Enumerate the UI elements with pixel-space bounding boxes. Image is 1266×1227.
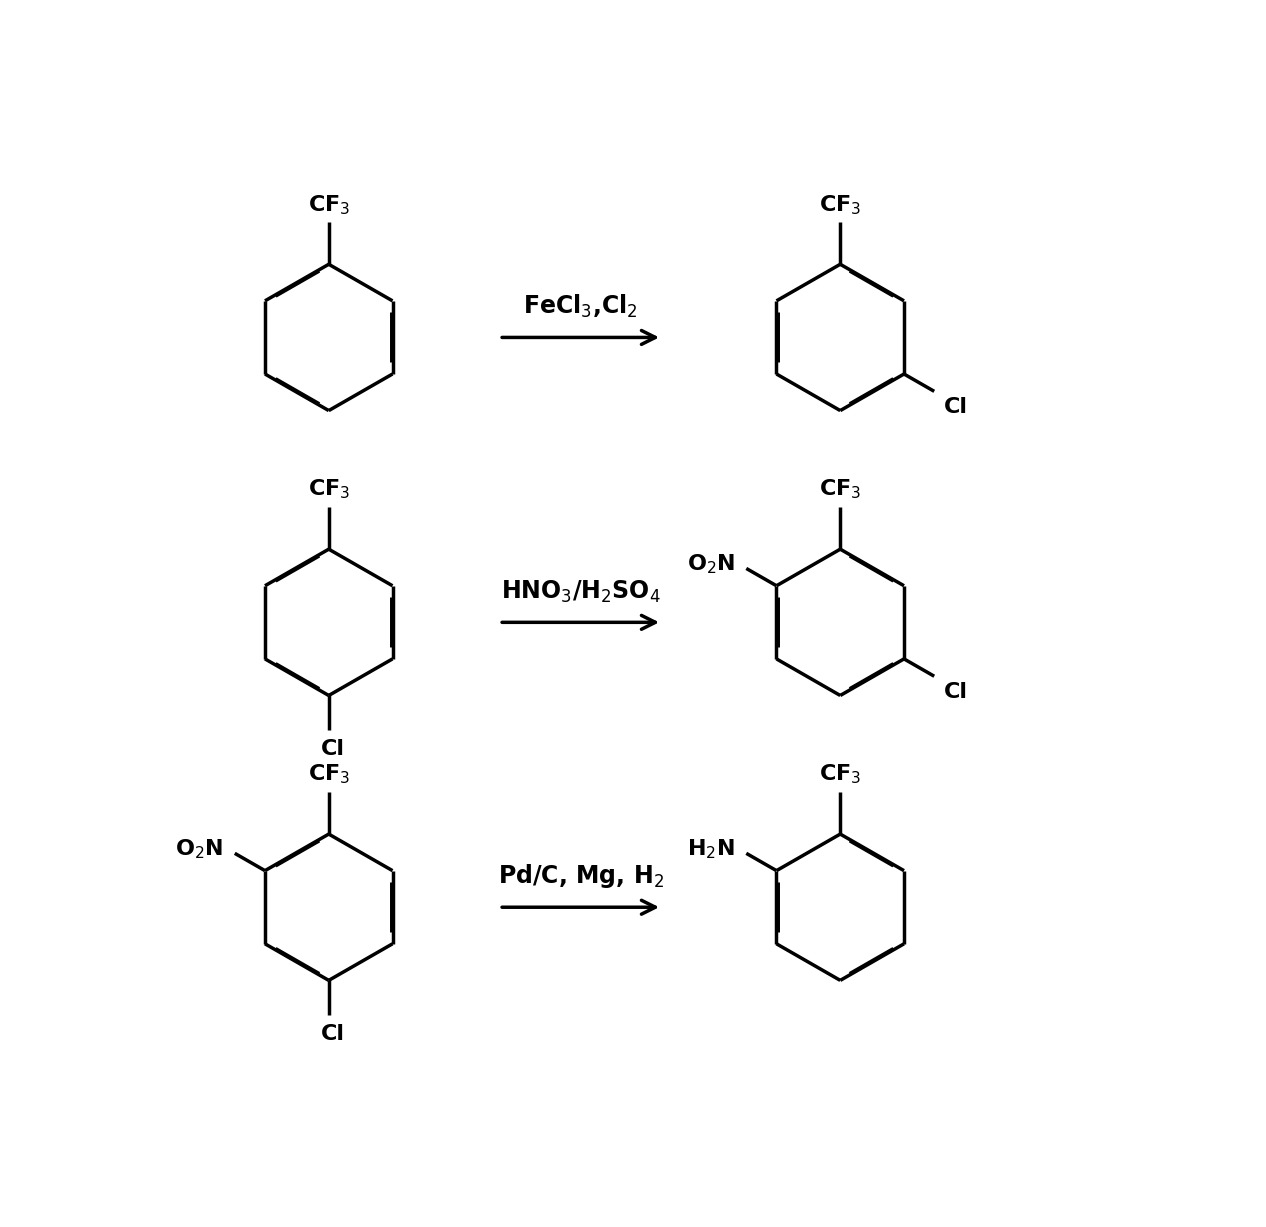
Text: CF$_3$: CF$_3$ <box>819 193 861 216</box>
Text: CF$_3$: CF$_3$ <box>308 763 349 787</box>
Text: H$_2$N: H$_2$N <box>687 838 734 861</box>
Text: FeCl$_3$,Cl$_2$: FeCl$_3$,Cl$_2$ <box>523 293 638 320</box>
Text: O$_2$N: O$_2$N <box>686 553 734 577</box>
Text: Cl: Cl <box>320 1025 344 1044</box>
Text: Cl: Cl <box>320 740 344 760</box>
Text: CF$_3$: CF$_3$ <box>819 763 861 787</box>
Text: CF$_3$: CF$_3$ <box>819 477 861 502</box>
Text: HNO$_3$/H$_2$SO$_4$: HNO$_3$/H$_2$SO$_4$ <box>501 579 661 605</box>
Text: Cl: Cl <box>943 398 967 417</box>
Text: CF$_3$: CF$_3$ <box>308 477 349 502</box>
Text: Cl: Cl <box>943 682 967 702</box>
Text: CF$_3$: CF$_3$ <box>308 193 349 216</box>
Text: Pd/C, Mg, H$_2$: Pd/C, Mg, H$_2$ <box>498 863 663 891</box>
Text: O$_2$N: O$_2$N <box>175 838 223 861</box>
